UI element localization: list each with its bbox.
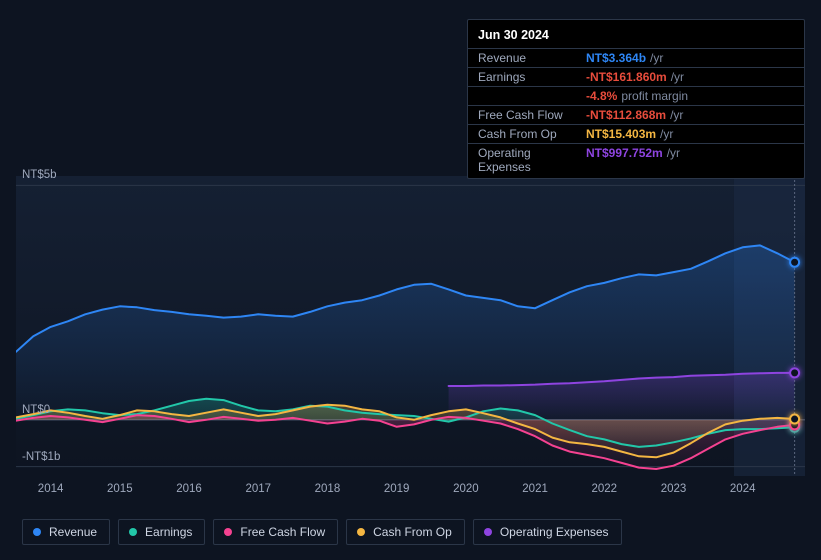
- tooltip-row-opex: Operating ExpensesNT$997.752m/yr: [468, 143, 804, 176]
- legend-dot-icon: [224, 528, 232, 536]
- x-axis-label: 2017: [245, 483, 271, 495]
- x-axis-label: 2015: [107, 483, 133, 495]
- chart-area[interactable]: [16, 176, 805, 476]
- tooltip-value: NT$997.752m: [586, 146, 663, 160]
- tooltip-label: Earnings: [478, 70, 586, 84]
- tooltip-date: Jun 30 2024: [468, 26, 804, 48]
- x-axis: 2014 2015 2016 2017 2018 2019 2020 2021 2022 2023…: [16, 483, 805, 499]
- tooltip-subrow-earnings: -4.8% profit margin: [468, 86, 804, 105]
- tooltip-label: Free Cash Flow: [478, 108, 586, 122]
- tooltip-unit: /yr: [650, 51, 663, 65]
- legend-item-revenue[interactable]: Revenue: [22, 519, 110, 545]
- x-axis-label: 2021: [522, 483, 548, 495]
- legend: Revenue Earnings Free Cash Flow Cash From O…: [22, 519, 622, 545]
- x-axis-label: 2020: [453, 483, 479, 495]
- x-axis-label: 2019: [384, 483, 410, 495]
- x-axis-label: 2023: [661, 483, 687, 495]
- x-axis-label: 2022: [591, 483, 617, 495]
- legend-dot-icon: [33, 528, 41, 536]
- legend-dot-icon: [129, 528, 137, 536]
- legend-label: Earnings: [145, 525, 192, 539]
- tooltip-value: -NT$112.868m: [586, 108, 666, 122]
- tooltip-unit: /yr: [670, 108, 683, 122]
- tooltip-label: Revenue: [478, 51, 586, 65]
- legend-item-fcf[interactable]: Free Cash Flow: [213, 519, 338, 545]
- tooltip-sub-value: -4.8%: [586, 89, 617, 103]
- legend-label: Operating Expenses: [500, 525, 609, 539]
- legend-dot-icon: [484, 528, 492, 536]
- tooltip-value: -NT$161.860m: [586, 70, 667, 84]
- tooltip-row-cfo: Cash From OpNT$15.403m/yr: [468, 124, 804, 143]
- tooltip-value: NT$3.364b: [586, 51, 646, 65]
- tooltip-label: Cash From Op: [478, 127, 586, 141]
- x-axis-label: 2018: [315, 483, 341, 495]
- legend-item-earnings[interactable]: Earnings: [118, 519, 205, 545]
- tooltip-sub-text: profit margin: [621, 89, 688, 103]
- x-axis-label: 2024: [730, 483, 756, 495]
- y-axis-label: NT$5b: [22, 169, 57, 181]
- tooltip-unit: /yr: [671, 70, 684, 84]
- tooltip-row-revenue: RevenueNT$3.364b/yr: [468, 48, 804, 67]
- end-dot-revenue: [790, 258, 799, 267]
- tooltip-card: Jun 30 2024RevenueNT$3.364b/yrEarnings-N…: [467, 19, 805, 179]
- end-dot-opex: [790, 368, 799, 377]
- legend-label: Free Cash Flow: [240, 525, 325, 539]
- legend-item-cfo[interactable]: Cash From Op: [346, 519, 465, 545]
- end-dot-cfo: [790, 415, 799, 424]
- legend-dot-icon: [357, 528, 365, 536]
- y-axis-label: NT$0: [22, 404, 50, 416]
- tooltip-value: NT$15.403m: [586, 127, 656, 141]
- tooltip-row-fcf: Free Cash Flow-NT$112.868m/yr: [468, 105, 804, 124]
- legend-label: Revenue: [49, 525, 97, 539]
- tooltip-row-earnings: Earnings-NT$161.860m/yr: [468, 67, 804, 86]
- legend-item-opex[interactable]: Operating Expenses: [473, 519, 622, 545]
- x-axis-label: 2016: [176, 483, 202, 495]
- tooltip-unit: /yr: [660, 127, 673, 141]
- x-axis-label: 2014: [38, 483, 64, 495]
- legend-label: Cash From Op: [373, 525, 452, 539]
- y-axis-label: -NT$1b: [22, 451, 60, 463]
- tooltip-unit: /yr: [667, 146, 680, 160]
- tooltip-label: Operating Expenses: [478, 146, 586, 174]
